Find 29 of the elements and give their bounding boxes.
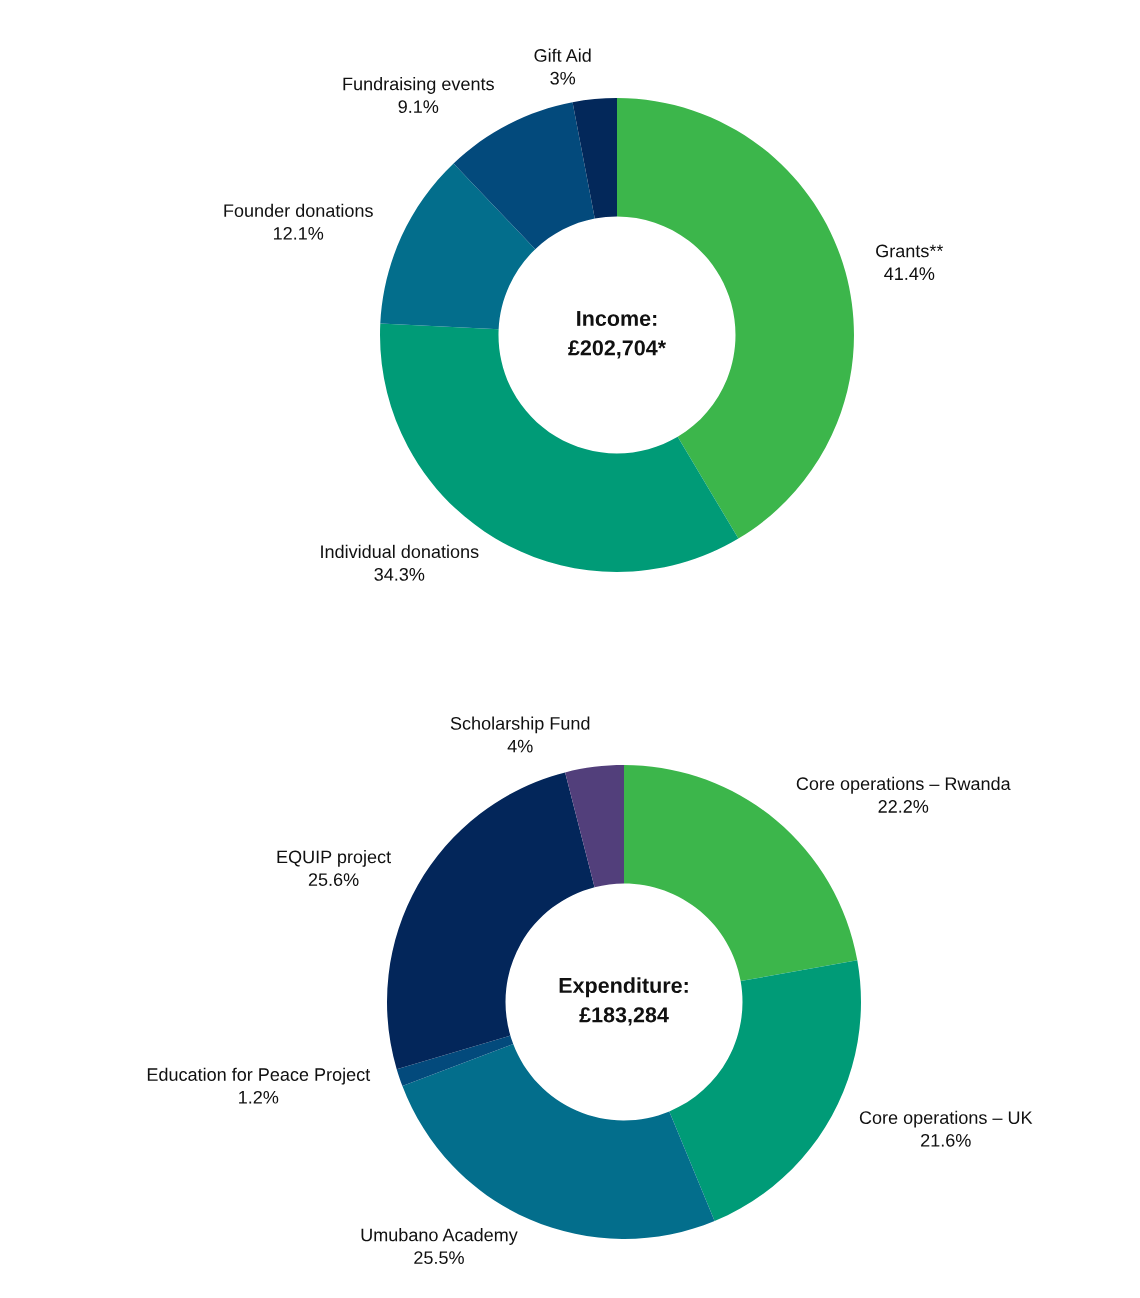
slice-label: Gift Aid [534,48,591,62]
data-label: 25.5% [414,1251,464,1265]
donut-slice [453,102,595,250]
data-label: 3% [550,71,576,85]
data-label: 4% [507,739,533,753]
slice-label: Fundraising events [343,77,494,94]
data-label: 22.2% [878,800,929,813]
text: Expenditure: £183,284 [559,977,688,1026]
data-label: 12.1% [273,226,324,240]
data-label: 9.1% [398,100,439,114]
slice-label: Umubano Academy [361,1228,518,1245]
slice-label: EQUIP project [277,850,391,867]
donut-slice [396,1035,514,1087]
text: Income: £202,704* [568,311,667,359]
data-label: 25.6% [308,873,359,886]
data-label: 1.2% [239,1090,279,1104]
donut-slice [380,163,536,330]
slice-label: Education for Peace Project [147,1067,371,1085]
data-label: 21.6% [921,1133,971,1147]
slice-label: Founder donations [224,203,373,218]
slice-label: Individual donations [321,544,479,559]
donut-slice [565,765,624,888]
slice-label: Core operations – Rwanda [796,776,1011,794]
donut-slice [572,98,617,219]
slice-label: Scholarship Fund [450,716,590,734]
slice-label: Grants** [876,244,944,258]
data-label: 41.4% [884,267,935,280]
data-label: 34.3% [374,568,425,581]
slice-label: Core operations – UK [859,1110,1033,1128]
